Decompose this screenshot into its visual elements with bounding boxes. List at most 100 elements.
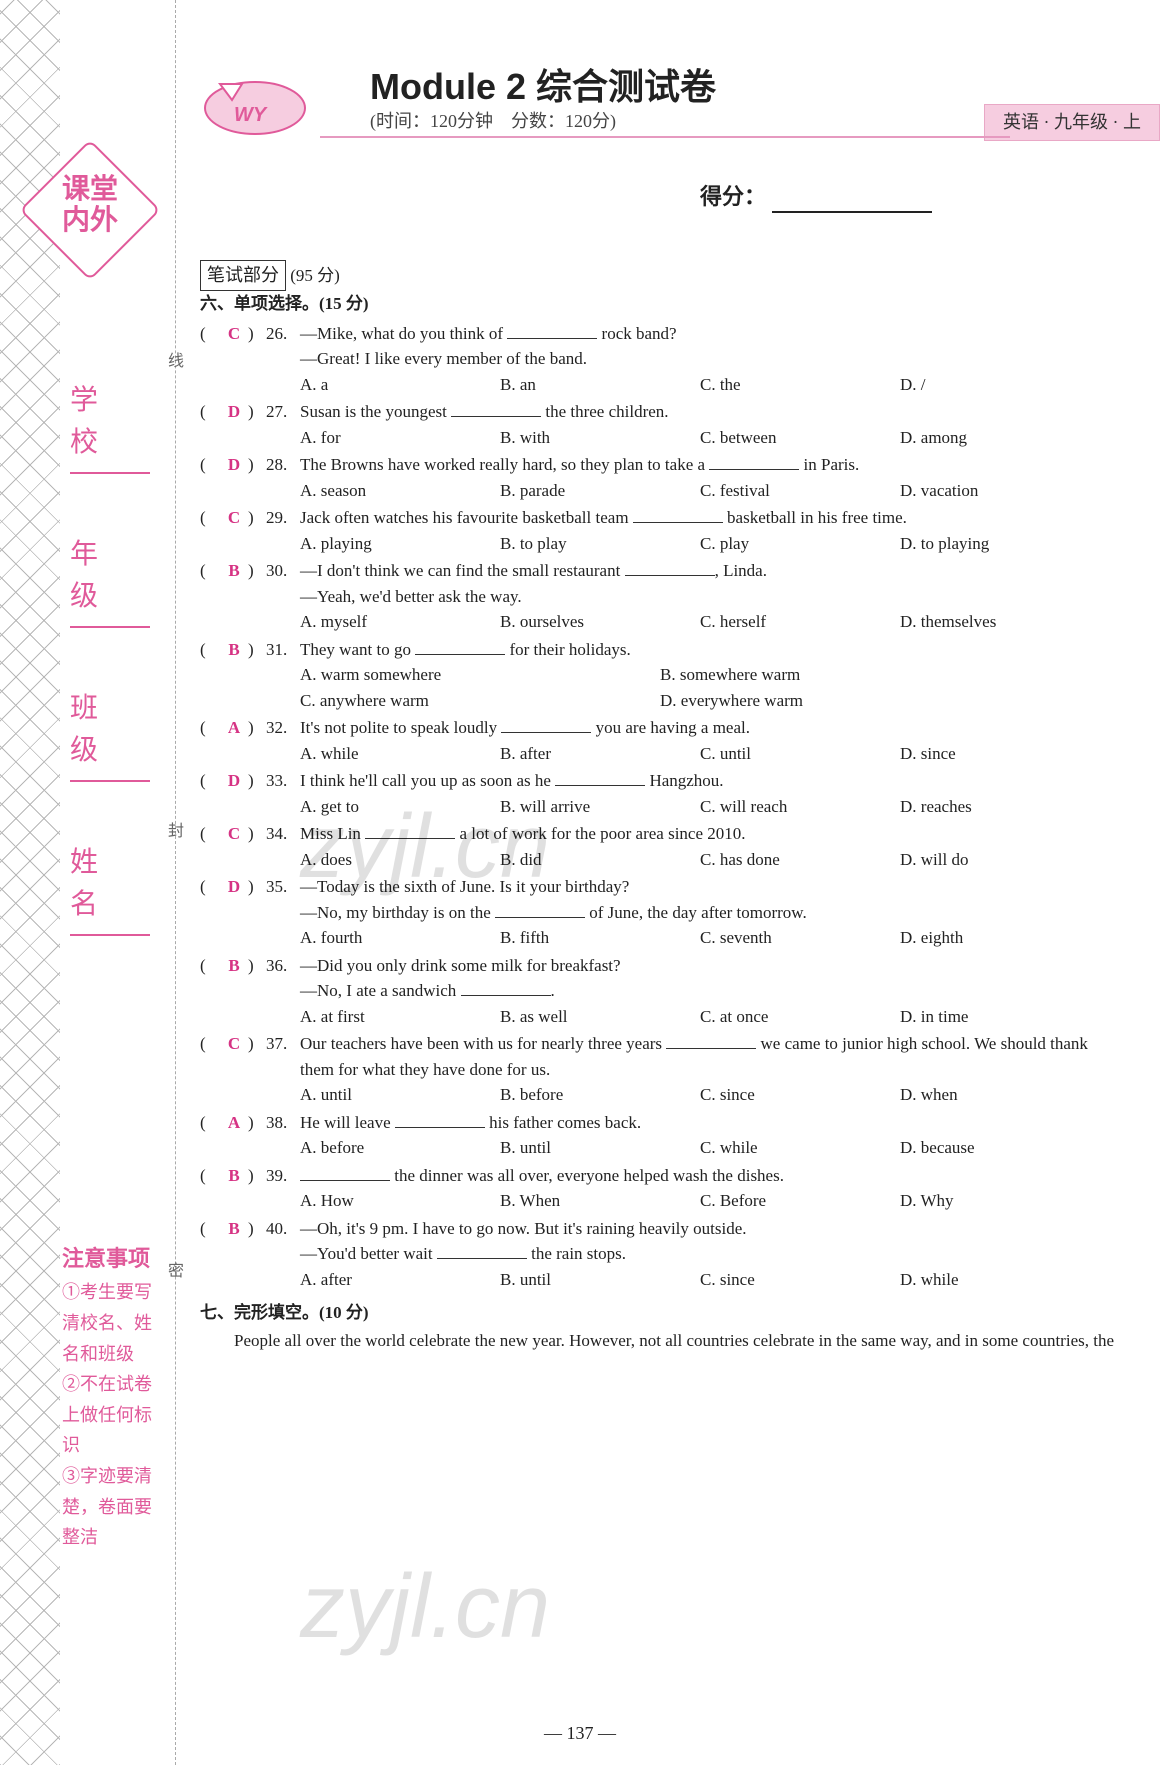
option: C. will reach bbox=[700, 794, 900, 820]
question-row: (A)32.It's not polite to speak loudly yo… bbox=[200, 715, 1120, 741]
score-label: 得分： bbox=[700, 180, 932, 213]
question-number: 37. bbox=[266, 1031, 300, 1057]
vlabel-name: 姓 名 bbox=[70, 847, 142, 920]
option: B. with bbox=[500, 425, 700, 451]
question-text: The Browns have worked really hard, so t… bbox=[300, 452, 1120, 478]
pink-rule bbox=[320, 136, 1010, 138]
option: B. When bbox=[500, 1188, 700, 1214]
option: D. in time bbox=[900, 1004, 1100, 1030]
option: A. after bbox=[300, 1267, 500, 1293]
option: C. since bbox=[700, 1267, 900, 1293]
options-row: A. aB. anC. theD. / bbox=[300, 372, 1120, 398]
watermark: zyjl.cn bbox=[300, 1540, 550, 1675]
option: A. warm somewhere bbox=[300, 662, 660, 688]
option: B. until bbox=[500, 1135, 700, 1161]
answer-letter: D bbox=[220, 399, 248, 425]
question-row: (C)29.Jack often watches his favourite b… bbox=[200, 505, 1120, 531]
option: B. will arrive bbox=[500, 794, 700, 820]
close-bracket: ) bbox=[248, 821, 266, 847]
option: D. vacation bbox=[900, 478, 1100, 504]
option: C. Before bbox=[700, 1188, 900, 1214]
option: C. has done bbox=[700, 847, 900, 873]
vlabel-grade: 年 级 bbox=[70, 539, 142, 612]
question-line: —No, I ate a sandwich . bbox=[300, 978, 1120, 1004]
option: A. at first bbox=[300, 1004, 500, 1030]
answer-letter: A bbox=[220, 1110, 248, 1136]
option: B. fifth bbox=[500, 925, 700, 951]
question-row: (B)39. the dinner was all over, everyone… bbox=[200, 1163, 1120, 1189]
options-row: A. fourthB. fifthC. seventhD. eighth bbox=[300, 925, 1120, 951]
option: D. will do bbox=[900, 847, 1100, 873]
question-row: (B)30.—I don't think we can find the sma… bbox=[200, 558, 1120, 584]
option: C. since bbox=[700, 1082, 900, 1108]
sub-info: (时间：120分钟 分数：120分) bbox=[370, 108, 616, 135]
vlabel-school: 学 校 bbox=[70, 385, 142, 458]
question-number: 39. bbox=[266, 1163, 300, 1189]
option: A. myself bbox=[300, 609, 500, 635]
question-line: —No, my birthday is on the of June, the … bbox=[300, 900, 1120, 926]
page-number: — 137 — bbox=[0, 1720, 1160, 1747]
question-number: 27. bbox=[266, 399, 300, 425]
question-text: —Did you only drink some milk for breakf… bbox=[300, 953, 1120, 979]
option: D. to playing bbox=[900, 531, 1100, 557]
option: C. play bbox=[700, 531, 900, 557]
close-bracket: ) bbox=[248, 1163, 266, 1189]
open-bracket: ( bbox=[200, 874, 220, 900]
close-bracket: ) bbox=[248, 321, 266, 347]
close-bracket: ) bbox=[248, 1031, 266, 1057]
question-number: 36. bbox=[266, 953, 300, 979]
options-row: A. whileB. afterC. untilD. since bbox=[300, 741, 1120, 767]
close-bracket: ) bbox=[248, 715, 266, 741]
notice-item: ①考生要写清校名、姓名和班级 bbox=[62, 1277, 162, 1369]
question-number: 28. bbox=[266, 452, 300, 478]
options-row: A. beforeB. untilC. whileD. because bbox=[300, 1135, 1120, 1161]
options-row: A. forB. withC. betweenD. among bbox=[300, 425, 1120, 451]
notice-block: 注意事项 ①考生要写清校名、姓名和班级 ②不在试卷上做任何标识 ③字迹要清楚，卷… bbox=[62, 1240, 162, 1553]
cut-line bbox=[175, 0, 176, 1765]
options-row: A. doesB. didC. has doneD. will do bbox=[300, 847, 1120, 873]
question-text: —I don't think we can find the small res… bbox=[300, 558, 1120, 584]
option: B. ourselves bbox=[500, 609, 700, 635]
content: 笔试部分 (95 分) 六、单项选择。(15 分) (C)26.—Mike, w… bbox=[200, 260, 1120, 1353]
options-row: A. seasonB. paradeC. festivalD. vacation bbox=[300, 478, 1120, 504]
question-row: (B)36.—Did you only drink some milk for … bbox=[200, 953, 1120, 979]
question-row: (D)28.The Browns have worked really hard… bbox=[200, 452, 1120, 478]
section-7-head: 七、完形填空。(10 分) bbox=[200, 1300, 1120, 1326]
written-box: 笔试部分 bbox=[200, 260, 286, 291]
answer-letter: B bbox=[220, 953, 248, 979]
question-row: (B)31.They want to go for their holidays… bbox=[200, 637, 1120, 663]
option: A. playing bbox=[300, 531, 500, 557]
option: A. until bbox=[300, 1082, 500, 1108]
option: D. reaches bbox=[900, 794, 1100, 820]
option: A. get to bbox=[300, 794, 500, 820]
badge-text: 课堂内外 bbox=[55, 175, 125, 237]
close-bracket: ) bbox=[248, 505, 266, 531]
open-bracket: ( bbox=[200, 768, 220, 794]
question-row: (C)26.—Mike, what do you think of rock b… bbox=[200, 321, 1120, 347]
question-number: 31. bbox=[266, 637, 300, 663]
options-row: A. untilB. beforeC. sinceD. when bbox=[300, 1082, 1120, 1108]
question-number: 38. bbox=[266, 1110, 300, 1136]
option: A. season bbox=[300, 478, 500, 504]
option: D. eighth bbox=[900, 925, 1100, 951]
wy-logo: WY bbox=[200, 70, 310, 140]
options-row: A. myselfB. ourselvesC. herselfD. themse… bbox=[300, 609, 1120, 635]
decorative-strip bbox=[0, 0, 60, 1765]
options-row: A. get toB. will arriveC. will reachD. r… bbox=[300, 794, 1120, 820]
question-text: I think he'll call you up as soon as he … bbox=[300, 768, 1120, 794]
open-bracket: ( bbox=[200, 821, 220, 847]
close-bracket: ) bbox=[248, 953, 266, 979]
section-6-head: 六、单项选择。(15 分) bbox=[200, 291, 1120, 317]
open-bracket: ( bbox=[200, 1031, 220, 1057]
option: B. as well bbox=[500, 1004, 700, 1030]
options-row: A. at firstB. as wellC. at onceD. in tim… bbox=[300, 1004, 1120, 1030]
option: B. parade bbox=[500, 478, 700, 504]
question-text: They want to go for their holidays. bbox=[300, 637, 1120, 663]
question-row: (D)33.I think he'll call you up as soon … bbox=[200, 768, 1120, 794]
question-row: (C)37.Our teachers have been with us for… bbox=[200, 1031, 1120, 1082]
option: D. since bbox=[900, 741, 1100, 767]
question-number: 32. bbox=[266, 715, 300, 741]
close-bracket: ) bbox=[248, 1110, 266, 1136]
option: B. to play bbox=[500, 531, 700, 557]
subject-tag: 英语 · 九年级 · 上 bbox=[984, 104, 1160, 141]
